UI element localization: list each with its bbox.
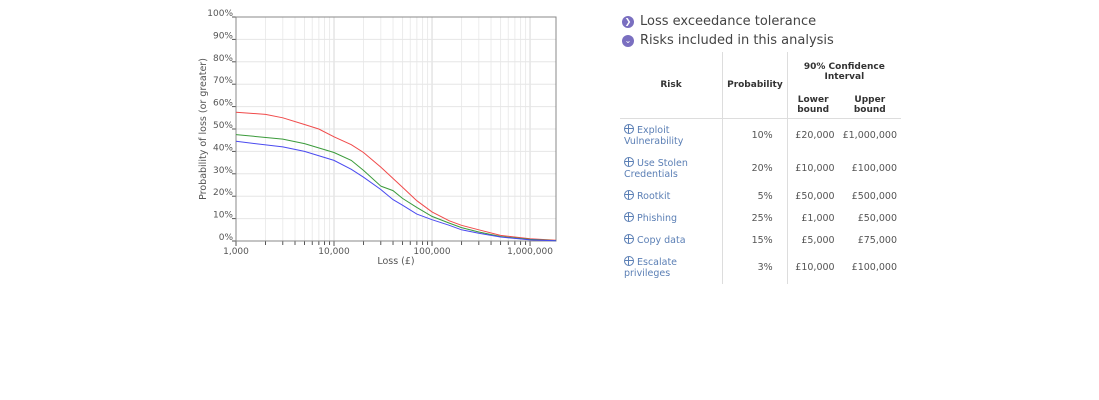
y-tick-label: 30% [213,166,233,176]
probability-cell: 25% [722,207,788,229]
risk-link[interactable]: Escalate privileges [624,256,678,279]
upper-bound-cell: £100,000 [851,163,897,174]
y-tick-label: 80% [213,54,233,64]
x-tick-label: 100,000 [413,247,450,257]
y-tick-label: 0% [219,233,234,243]
table-row: Copy data 15% £5,000 £75,000 [620,229,901,251]
chevron-down-icon: ⌄ [622,34,634,47]
lower-bound-cell: £50,000 [786,185,839,207]
y-tick-label: 10% [213,211,233,221]
y-tick-label: 60% [213,99,233,109]
risk-link[interactable]: Rootkit [624,190,671,202]
upper-bound-cell: £500,000 [851,190,897,202]
section-risks-included[interactable]: ⌄ Risks included in this analysis [620,33,910,48]
lower-bound-cell: £1,000 [786,207,839,229]
section-label: Risks included in this analysis [640,33,834,48]
plot-frame [235,16,557,242]
upper-bound-cell: £75,000 [857,234,897,246]
probability-cell: 5% [722,185,788,207]
upper-bound-cell: £50,000 [857,212,897,224]
table-row: Rootkit 5% £50,000 £500,000 [620,185,901,207]
series-line-middle [235,134,557,242]
target-icon [624,234,634,244]
risk-name: Escalate privileges [624,257,678,279]
y-tick-label: 40% [213,143,233,153]
header-probability: Probability [722,52,788,119]
y-tick-label: 100% [207,9,233,19]
header-risk: Risk [620,52,723,119]
series-line-upper [235,111,557,241]
risk-cell: Use Stolen Credentials [620,152,723,185]
header-upper-bound: Upper bound [838,92,901,119]
risk-link[interactable]: Exploit Vulnerability [624,124,684,147]
risk-link[interactable]: Copy data [624,234,686,246]
upper-bound-cell: £100,000 [851,262,897,273]
x-axis-label: Loss (£) [377,256,414,267]
lower-bound-cell: £10,000 [786,251,839,284]
probability-cell: 10% [722,118,788,152]
lower-bound-cell: £20,000 [786,118,839,152]
table-row: Escalate privileges 3% £10,000 £100,000 [620,251,901,284]
y-tick-label: 70% [213,76,233,86]
chevron-right-icon: ❯ [622,15,634,28]
risk-cell: Phishing [620,207,723,229]
risk-cell: Copy data [620,229,723,251]
x-tick-label: 1,000,000 [507,247,553,257]
y-tick-label: 90% [213,31,233,41]
risk-name: Phishing [637,213,678,224]
header-lower-bound: Lower bound [786,92,839,119]
series-line-lower [235,140,557,242]
risk-link[interactable]: Phishing [624,212,678,224]
probability-cell: 15% [722,229,788,251]
risk-name: Rootkit [637,191,671,202]
upper-bound-cell: £1,000,000 [842,130,897,141]
y-tick-label: 50% [213,121,233,131]
target-icon [624,256,634,266]
loss-exceedance-chart: 0% 10% 20% 30% 40% 50% 60% 70% 80% 90% 100% 1,000 10… [198,9,557,267]
probability-cell: 3% [722,251,788,284]
probability-cell: 20% [722,152,788,185]
lower-bound-cell: £5,000 [786,229,839,251]
risk-name: Use Stolen Credentials [624,158,688,180]
risk-name: Exploit Vulnerability [624,125,684,147]
target-icon [624,157,634,167]
risk-link[interactable]: Use Stolen Credentials [624,157,688,180]
target-icon [624,212,634,222]
section-loss-exceedance-tolerance[interactable]: ❯ Loss exceedance tolerance [620,14,910,29]
x-tick-label: 1,000 [223,247,249,257]
table-row: Use Stolen Credentials 20% £10,000 £100,… [620,152,901,185]
y-axis-label: Probability of loss (or greater) [198,58,209,200]
risks-table: Risk Probability 90% Confidence Interval… [620,52,901,284]
x-tick-label: 10,000 [318,247,350,257]
table-row: Exploit Vulnerability 10% £20,000 £1,000… [620,118,901,153]
risk-panel: ❯ Loss exceedance tolerance ⌄ Risks includ… [620,14,910,284]
risk-name: Copy data [637,235,686,246]
lower-bound-cell: £10,000 [786,152,839,185]
risk-cell: Escalate privileges [620,251,723,284]
table-row: Phishing 25% £1,000 £50,000 [620,207,901,229]
header-confidence-interval: 90% Confidence Interval [786,52,901,92]
risk-cell: Exploit Vulnerability [620,119,723,153]
target-icon [624,190,634,200]
y-tick-label: 20% [213,188,233,198]
risk-cell: Rootkit [620,185,723,207]
section-label: Loss exceedance tolerance [640,14,817,29]
target-icon [624,124,634,134]
